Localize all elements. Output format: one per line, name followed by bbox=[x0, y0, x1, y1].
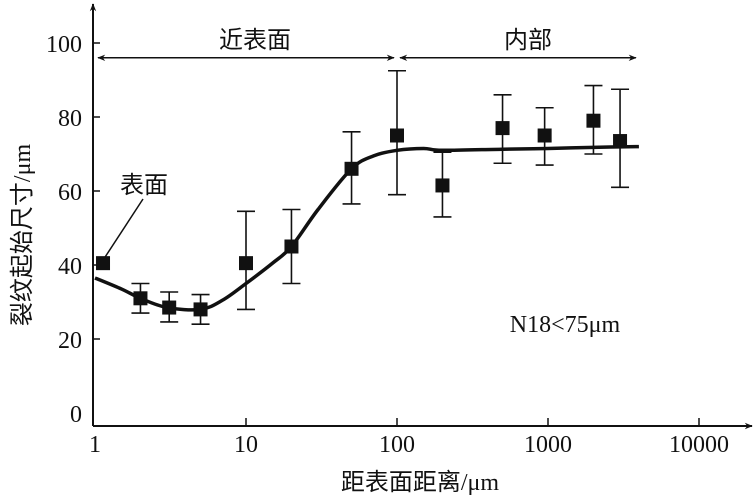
y-tick-label: 100 bbox=[46, 32, 82, 58]
y-tick-label: 60 bbox=[58, 180, 82, 206]
y-tick-label: 40 bbox=[58, 254, 82, 280]
data-marks bbox=[94, 69, 639, 326]
annotation-leader-line bbox=[104, 198, 144, 258]
data-point bbox=[133, 291, 148, 306]
data-point bbox=[193, 302, 208, 317]
y-tick-label: 80 bbox=[58, 106, 82, 132]
x-tick-label: 1 bbox=[89, 432, 101, 458]
x-tick-label: 10 bbox=[234, 432, 258, 458]
data-point bbox=[495, 121, 510, 136]
annotation-sample: N18<75μm bbox=[510, 312, 621, 338]
region-label-near-surface: 近表面 bbox=[219, 27, 291, 54]
x-tick-label: 1000 bbox=[524, 432, 572, 458]
fit-curve bbox=[94, 144, 639, 312]
data-point bbox=[435, 178, 450, 193]
y-tick-label: 20 bbox=[58, 328, 82, 354]
y-tick-label: 0 bbox=[70, 402, 82, 428]
data-point bbox=[239, 256, 253, 271]
x-tick-label: 100 bbox=[379, 432, 415, 458]
data-point bbox=[162, 300, 177, 315]
region-label-interior: 内部 bbox=[504, 27, 552, 54]
data-point bbox=[390, 128, 404, 143]
annotation-surface: 表面 bbox=[120, 172, 168, 199]
axes: 0 20 40 60 80 100 1 10 100 1000 10000 bbox=[46, 3, 753, 458]
data-point bbox=[537, 128, 552, 143]
x-axis-label: 距表面距离/μm bbox=[341, 469, 500, 496]
data-point bbox=[284, 239, 299, 254]
data-point bbox=[613, 134, 628, 149]
x-tick-label: 10000 bbox=[669, 432, 729, 458]
data-point bbox=[586, 113, 601, 128]
y-axis-label: 裂纹起始尺寸/μm bbox=[9, 144, 36, 327]
data-point bbox=[344, 161, 359, 176]
data-point bbox=[96, 256, 111, 271]
